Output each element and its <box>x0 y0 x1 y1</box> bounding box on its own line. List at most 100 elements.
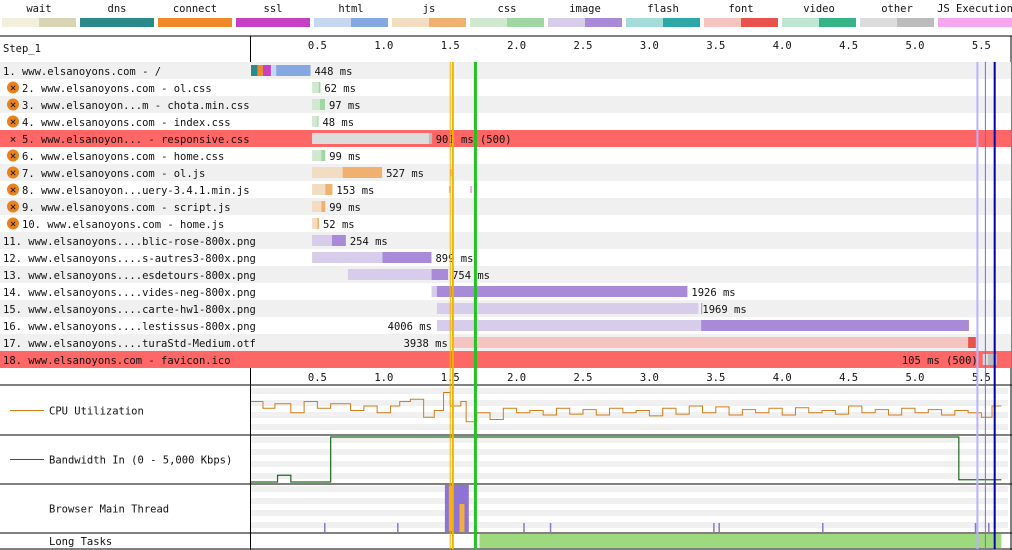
request-label: 14. www.elsanoyons....vides-neg-800x.png <box>3 287 256 299</box>
request-bar-ssl <box>262 65 271 76</box>
main-thread-spike <box>523 523 525 532</box>
request-bar-download <box>382 252 432 263</box>
request-label: 12. www.elsanoyons....s-autres3-800x.png <box>3 253 256 265</box>
panel-stripe <box>251 449 1008 455</box>
panel-label: Long Tasks <box>49 536 112 548</box>
main-thread-block <box>444 485 469 532</box>
warning-icon-glyph: ✕ <box>10 218 16 230</box>
warning-icon-glyph: ✕ <box>10 99 16 111</box>
request-label: 3. www.elsanoyon...m - chota.min.css <box>22 100 250 112</box>
row-stripe <box>0 351 1011 368</box>
request-bar-wait <box>312 252 432 263</box>
request-time: 754 ms <box>452 270 490 282</box>
legend: wait dns connect ssl html js css image flash font… <box>2 3 1012 27</box>
legend-swatch <box>626 18 663 27</box>
request-bar-download <box>701 303 703 314</box>
request-time: 527 ms <box>386 168 424 180</box>
legend-swatch <box>938 18 1012 27</box>
tick-label-bottom: 5.0 <box>906 372 925 384</box>
request-time: 153 ms <box>336 185 374 197</box>
request-row-6: ✕ 6. www.elsanoyons.com - home.css 99 ms <box>7 149 361 163</box>
metric-panels: CPU Utilization Bandwidth In (0 - 5,000 K… <box>0 388 1012 550</box>
request-bar-wait <box>312 82 321 93</box>
request-bar-download <box>321 150 326 161</box>
request-row-7: ✕ 7. www.elsanoyons.com - ol.js 527 ms <box>7 166 453 180</box>
legend-swatch <box>741 18 778 27</box>
request-time: 899 ms <box>435 253 473 265</box>
row-stripe <box>0 181 1011 198</box>
panel-stripe <box>251 461 1008 467</box>
request-row-16: 16. www.elsanoyons....lestissus-800x.png… <box>3 320 969 333</box>
request-bar-wait <box>436 303 699 314</box>
request-time: 99 ms <box>329 151 361 163</box>
tick-label-bottom: 2.5 <box>574 372 593 384</box>
panel-label: CPU Utilization <box>49 406 144 418</box>
request-bar-wait <box>312 184 333 195</box>
panel-long-tasks: Long Tasks <box>49 536 112 548</box>
tick-label-top: 5.0 <box>906 40 925 52</box>
legend-label-font: font <box>728 3 753 15</box>
request-row-3: ✕ 3. www.elsanoyon...m - chota.min.css 97 … <box>7 98 361 112</box>
request-bar-wait <box>312 218 319 229</box>
tick-label-bottom: 0.5 <box>308 372 327 384</box>
main-thread-spike <box>822 523 824 532</box>
request-bar-download <box>317 116 319 127</box>
request-bar-download <box>321 201 326 212</box>
tick-label-top: 3.5 <box>706 40 725 52</box>
request-time: 448 ms <box>314 66 352 78</box>
row-stripe <box>0 249 1011 266</box>
bandwidth-line <box>251 436 1002 483</box>
request-label: 8. www.elsanoyon...uery-3.4.1.min.js <box>22 185 250 197</box>
row-stripe <box>0 96 1011 113</box>
request-bar-wait <box>312 133 432 144</box>
tick-label-bottom: 2.0 <box>507 372 526 384</box>
request-row-12: 12. www.elsanoyons....s-autres3-800x.png… <box>3 252 473 265</box>
tick-label-bottom: 3.5 <box>706 372 725 384</box>
warning-icon-glyph: ✕ <box>10 201 16 213</box>
panel-stripe <box>251 498 1008 504</box>
row-stripe <box>0 79 1011 96</box>
panel-stripe <box>251 486 1008 492</box>
row-stripe <box>0 266 1011 283</box>
main-thread-spike <box>549 523 552 532</box>
request-bar-wait <box>312 116 319 127</box>
request-time: 52 ms <box>323 219 355 231</box>
request-label: 7. www.elsanoyons.com - ol.js <box>22 168 205 180</box>
request-row-17: 17. www.elsanoyons....turaStd-Medium.otf… <box>3 337 976 350</box>
request-rows: 1. www.elsanoyons.com - / 448 ms ✕ 2. www.e… <box>0 62 1011 368</box>
request-label: 15. www.elsanoyons....carte-hw1-800x.png <box>3 304 256 316</box>
legend-label-image: image <box>569 3 601 15</box>
request-row-8: ✕ 8. www.elsanoyon...uery-3.4.1.min.js 153… <box>7 183 473 197</box>
request-time: 97 ms <box>329 100 361 112</box>
row-stripe <box>0 147 1011 164</box>
row-stripe <box>0 198 1011 215</box>
request-row-4: ✕ 4. www.elsanoyons.com - index.css 48 ms <box>7 115 354 129</box>
step-label: Step_1 <box>3 43 41 55</box>
legend-label-html: html <box>338 3 363 15</box>
request-bar-download <box>968 337 976 348</box>
request-row-5: ✕ 5. www.elsanoyon... - responsive.css 901… <box>10 133 512 146</box>
tick-label-top: 3.0 <box>640 40 659 52</box>
legend-swatch <box>704 18 741 27</box>
tick-label-bottom: 3.0 <box>640 372 659 384</box>
legend-swatch <box>429 18 466 27</box>
legend-swatch <box>80 18 154 27</box>
tick-label-top: 0.5 <box>308 40 327 52</box>
panel-stripe <box>251 388 1008 394</box>
legend-swatch <box>507 18 544 27</box>
main-thread-spike <box>397 523 399 532</box>
request-bar-download <box>332 235 346 246</box>
request-time: 62 ms <box>324 83 356 95</box>
request-row-10: ✕ 10. www.elsanoyons.com - home.js 52 ms <box>7 217 355 231</box>
request-label: 6. www.elsanoyons.com - home.css <box>22 151 224 163</box>
legend-label-js-execution: JS Execution <box>937 3 1012 15</box>
legend-swatch <box>782 18 819 27</box>
tick-label-bottom: 4.0 <box>773 372 792 384</box>
legend-swatch <box>236 18 310 27</box>
panel-browser-main-thread: Browser Main Thread <box>49 504 169 516</box>
error-icon: ✕ <box>10 134 16 146</box>
request-row-2: ✕ 2. www.elsanoyons.com - ol.css 62 ms <box>7 81 356 95</box>
tick-label-top: 4.5 <box>839 40 858 52</box>
request-bar-wait <box>347 269 449 280</box>
